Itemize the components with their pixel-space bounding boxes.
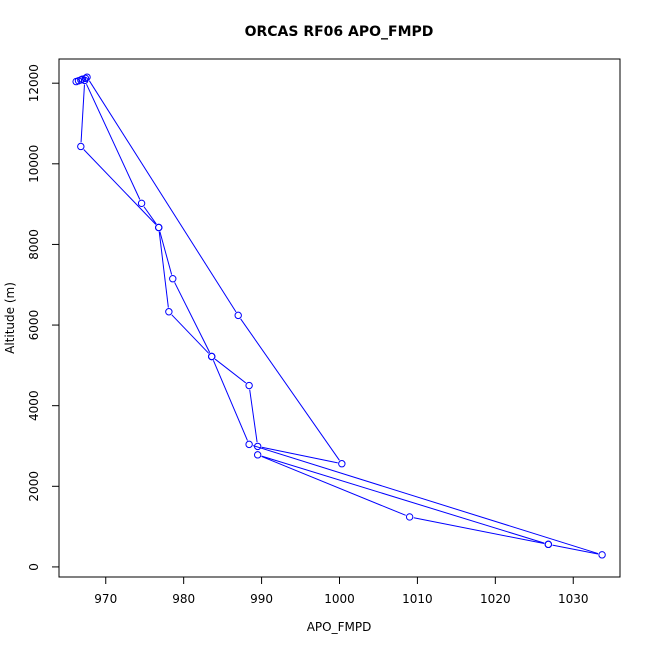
x-axis-label: APO_FMPD: [307, 620, 372, 634]
data-point: [155, 223, 163, 232]
data-point: [234, 311, 242, 320]
y-tick-label: 2000: [27, 471, 41, 502]
x-tick-label: 980: [172, 592, 195, 606]
series-segment: [261, 446, 338, 464]
data-point: [544, 540, 553, 549]
y-tick-label: 0: [27, 563, 41, 571]
series-segment: [88, 80, 237, 313]
data-point: [245, 440, 253, 449]
y-tick-label: 4000: [27, 390, 41, 421]
data-point: [405, 513, 414, 521]
series-segment: [240, 318, 340, 461]
chart-title: ORCAS RF06 APO_FMPD: [245, 24, 434, 40]
data-point: [208, 352, 216, 361]
x-tick-label: 1020: [480, 592, 511, 606]
series-segment: [552, 544, 599, 555]
series-segment: [214, 358, 247, 384]
y-tick-label: 6000: [27, 310, 41, 341]
series-segment: [249, 389, 258, 443]
y-tick-label: 10000: [27, 145, 41, 183]
data-point: [598, 551, 606, 559]
plot-frame: [58, 58, 621, 578]
data-point: [137, 199, 146, 208]
data-point: [245, 381, 253, 390]
series-segment: [413, 517, 545, 545]
series-segment: [80, 84, 85, 143]
x-tick-label: 1000: [324, 592, 355, 606]
data-point: [169, 274, 177, 283]
data-point: [253, 451, 262, 459]
x-tick-label: 1010: [402, 592, 433, 606]
series-segment: [261, 455, 545, 544]
data-point: [253, 442, 262, 451]
series-segment: [212, 360, 248, 441]
y-axis: 0 2000 4000 6000 8000 10000 12000: [27, 64, 60, 571]
data-point: [77, 142, 85, 151]
y-axis-label: Altitude (m): [3, 282, 17, 354]
series-segment: [159, 231, 173, 275]
series-segment: [86, 83, 141, 200]
series-segment: [83, 149, 157, 225]
series-segment: [171, 314, 210, 354]
x-tick-label: 970: [94, 592, 117, 606]
data-point: [338, 460, 346, 468]
x-axis: 970 980 990 1000 1010 1020 1030: [94, 576, 589, 606]
series-segment: [158, 231, 169, 308]
series-segment: [143, 206, 157, 225]
data-point: [165, 308, 173, 316]
x-tick-label: 1030: [558, 592, 589, 606]
series-layer: [72, 73, 606, 559]
series-segment: [252, 445, 599, 555]
x-tick-label: 990: [250, 592, 273, 606]
data-point: [81, 76, 89, 85]
series-segment: [261, 455, 406, 516]
y-tick-label: 8000: [27, 229, 41, 260]
y-tick-label: 12000: [27, 64, 41, 102]
series-segment: [174, 282, 211, 353]
